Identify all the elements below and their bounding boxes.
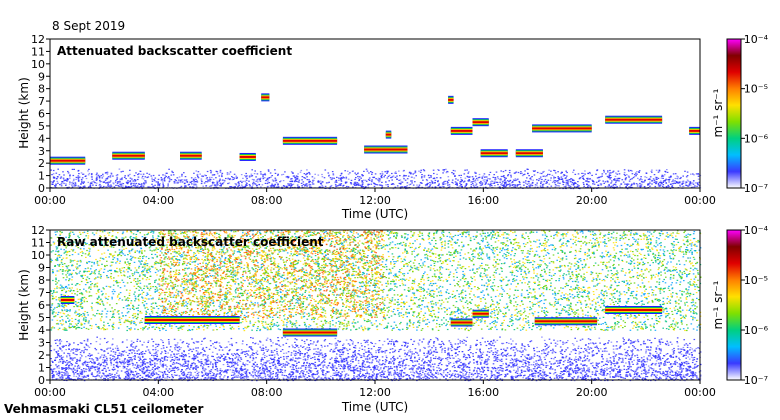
y-tick-label: 12 (31, 224, 45, 237)
x-tick-label: 12:00 (359, 194, 391, 207)
aerosol-layer (144, 316, 240, 324)
x-axis-label: Time (UTC) (341, 400, 408, 414)
x-tick-label: 08:00 (251, 194, 283, 207)
y-tick-label: 7 (38, 287, 45, 300)
x-tick-label: 20:00 (576, 194, 608, 207)
y-tick-label: 5 (38, 312, 45, 325)
cloud (385, 130, 392, 139)
cloud (282, 136, 338, 145)
y-tick-label: 6 (38, 299, 45, 312)
cloud (282, 328, 338, 337)
colorbar-label: 10⁻⁴ (744, 224, 769, 237)
y-axis-label: Height (km) (17, 269, 31, 340)
x-axis-label: Time (UTC) (341, 207, 408, 221)
x-tick-label: 00:00 (34, 194, 66, 207)
x-tick-label: 04:00 (142, 386, 174, 399)
x-tick-label: 08:00 (251, 386, 283, 399)
colorbar-label: 10⁻⁷ (744, 374, 768, 387)
x-tick-label: 12:00 (359, 386, 391, 399)
cloud (239, 152, 256, 161)
y-tick-label: 2 (38, 157, 45, 170)
cloud (450, 126, 473, 135)
instrument-label: Vehmasmaki CL51 ceilometer (4, 402, 204, 416)
aerosol-layer (60, 296, 75, 304)
date-label: 8 Sept 2019 (52, 19, 125, 33)
cloud (364, 145, 408, 154)
x-tick-label: 16:00 (467, 386, 499, 399)
cloud (472, 118, 489, 127)
colorbar-unit: m⁻¹ sr⁻¹ (711, 88, 725, 137)
y-tick-label: 0 (38, 374, 45, 387)
colorbar-label: 10⁻⁴ (744, 33, 769, 46)
y-tick-label: 4 (38, 132, 45, 145)
x-tick-label: 00:00 (34, 386, 66, 399)
y-tick-label: 9 (38, 70, 45, 83)
colorbar-gradient (726, 229, 742, 381)
y-tick-label: 4 (38, 324, 45, 337)
boundary-layer (50, 168, 702, 190)
colorbar-top: 10⁻⁴ 10⁻⁵ 10⁻⁶ 10⁻⁷ m⁻¹ sr⁻¹ (711, 33, 769, 195)
colorbar-unit: m⁻¹ sr⁻¹ (711, 280, 725, 329)
cloud (532, 124, 592, 133)
y-tick-label: 2 (38, 349, 45, 362)
cloud (689, 126, 700, 135)
colorbar-label: 10⁻⁷ (744, 182, 768, 195)
cloud (605, 306, 663, 314)
colorbar-gradient (726, 38, 742, 189)
plot-area (50, 39, 700, 188)
y-tick-label: 0 (38, 182, 45, 195)
colorbar-bottom: 10⁻⁴ 10⁻⁵ 10⁻⁶ 10⁻⁷ m⁻¹ sr⁻¹ (711, 224, 769, 387)
colorbar-label: 10⁻⁶ (744, 132, 769, 145)
colorbar-label: 10⁻⁵ (744, 83, 768, 96)
y-tick-label: 8 (38, 274, 45, 287)
y-tick-label: 11 (31, 45, 45, 58)
cloud (515, 149, 543, 158)
y-tick-label: 7 (38, 95, 45, 108)
cloud (50, 156, 86, 165)
cloud (450, 318, 473, 327)
x-tick-label: 20:00 (576, 386, 608, 399)
dense-noise (158, 230, 385, 319)
y-tick-label: 3 (38, 337, 45, 350)
y-tick-label: 6 (38, 108, 45, 121)
cloud (534, 317, 598, 326)
colorbar-label: 10⁻⁵ (744, 274, 768, 287)
cloud (180, 151, 202, 160)
y-tick-label: 10 (31, 249, 45, 262)
x-tick-label: 00:00 (684, 194, 716, 207)
y-tick-label: 1 (38, 362, 45, 375)
y-axis-label: Height (km) (17, 77, 31, 148)
y-tick-label: 12 (31, 33, 45, 46)
cloud (480, 149, 508, 158)
cloud (472, 309, 489, 318)
cloud (605, 115, 663, 124)
y-tick-label: 10 (31, 58, 45, 71)
y-tick-label: 5 (38, 120, 45, 133)
y-tick-label: 3 (38, 145, 45, 158)
y-tick-label: 11 (31, 237, 45, 250)
x-tick-label: 16:00 (467, 194, 499, 207)
cloud (448, 95, 454, 104)
y-tick-label: 1 (38, 170, 45, 183)
cloud (261, 93, 270, 102)
panel-title: Attenuated backscatter coefficient (57, 44, 292, 58)
colorbar-label: 10⁻⁶ (744, 324, 769, 337)
panel-title: Raw attenuated backscatter coefficient (57, 235, 324, 249)
cloud (112, 151, 145, 160)
x-tick-label: 04:00 (142, 194, 174, 207)
y-tick-label: 9 (38, 262, 45, 275)
y-tick-label: 8 (38, 83, 45, 96)
x-tick-label: 00:00 (684, 386, 716, 399)
